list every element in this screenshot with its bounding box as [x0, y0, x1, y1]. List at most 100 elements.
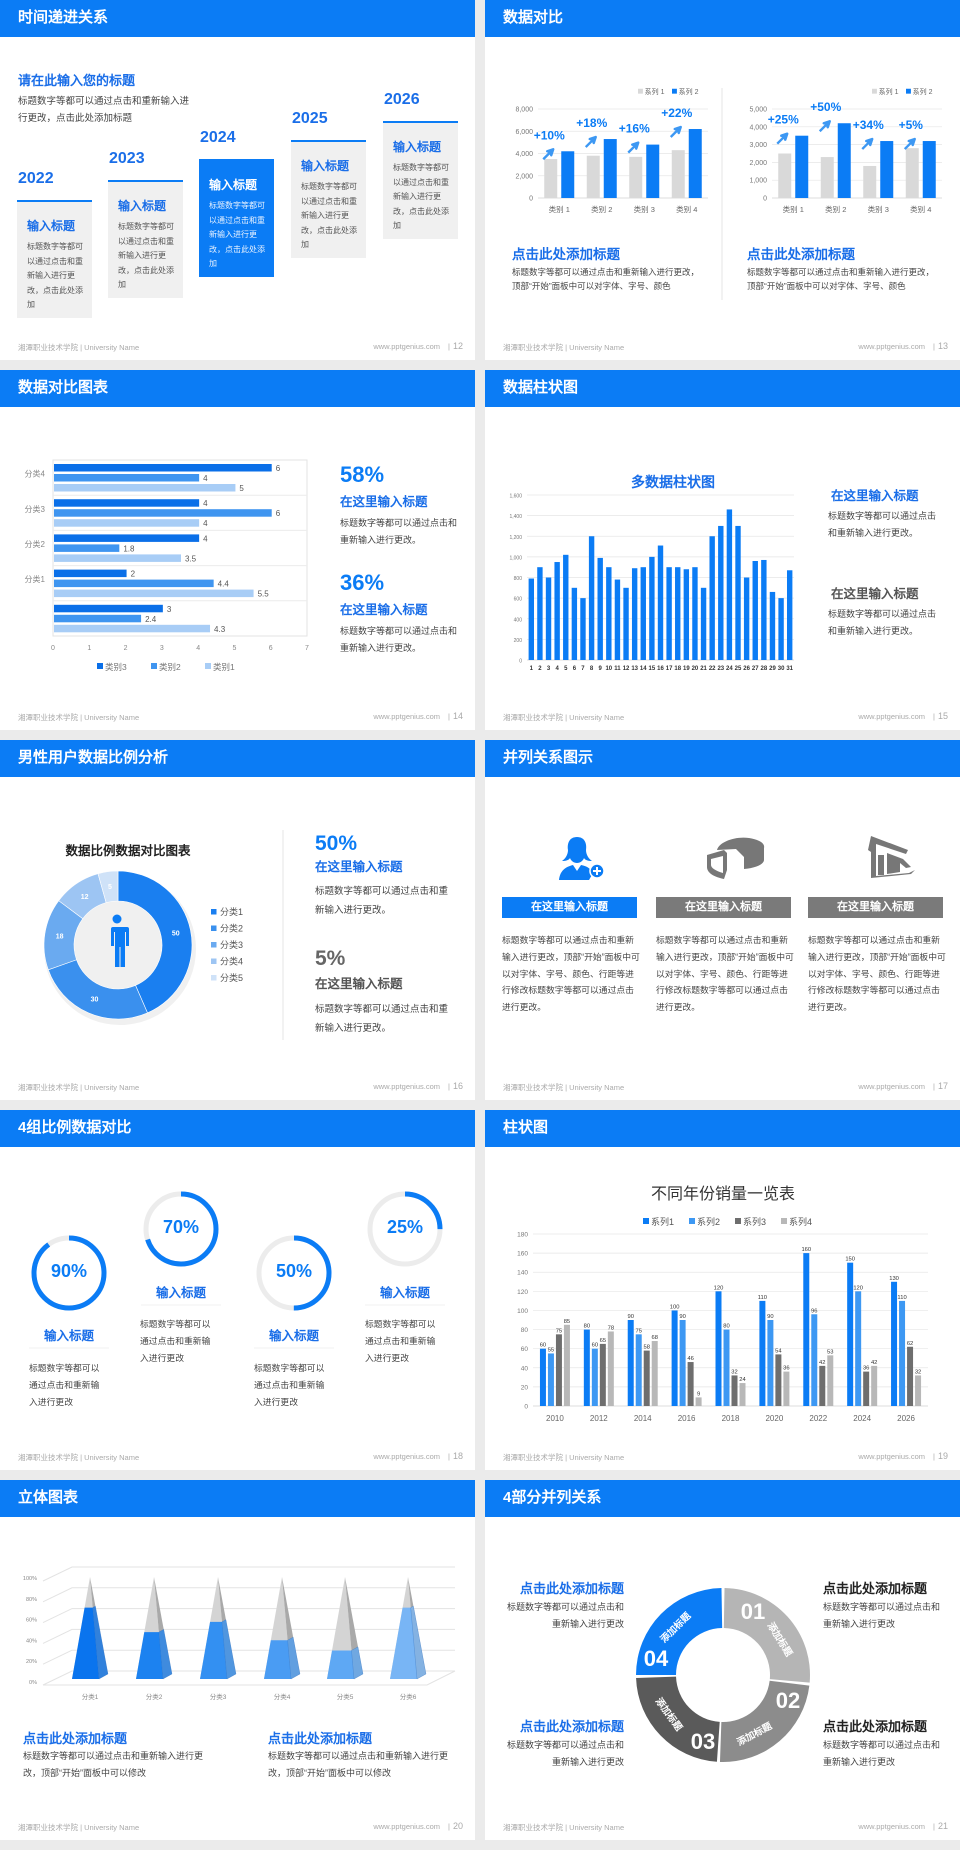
y-tick-label: 8,000 — [515, 107, 533, 114]
timeline-card[interactable]: 输入标题 标题数字等都可以通过点击和重新输入进行更改，点击此处添加 — [291, 140, 366, 258]
column-title-box[interactable]: 在这里输入标题 — [502, 897, 637, 918]
bar — [603, 139, 617, 198]
y-tick-label: 5,000 — [749, 107, 767, 114]
legend-swatch — [211, 975, 217, 981]
bar — [597, 557, 603, 660]
pyramid-value-side — [287, 1636, 301, 1680]
bar — [586, 155, 600, 198]
x-category-label: 14 — [640, 666, 647, 672]
slide-title: 数据柱状图 — [485, 370, 960, 407]
x-category-label: 分类1 — [82, 1692, 99, 1701]
column-title-box[interactable]: 在这里输入标题 — [656, 897, 791, 918]
bar — [811, 1314, 818, 1406]
data-label: 90 — [679, 1314, 685, 1320]
footer-separator: | — [933, 1822, 935, 1831]
x-category-label: 2020 — [765, 1414, 783, 1423]
bar — [761, 559, 767, 660]
footer-org: 湘潭职业技术学院 | University Name — [503, 713, 625, 722]
stat-value: 50% — [315, 832, 358, 855]
bar — [640, 567, 646, 660]
icon-store-roof — [868, 836, 915, 878]
bar — [555, 1334, 562, 1406]
card-heading: 输入标题 — [27, 219, 76, 233]
data-label: 60 — [592, 1343, 598, 1349]
bar — [709, 536, 715, 660]
bar — [700, 587, 707, 660]
y-tick-label: 0 — [519, 659, 522, 665]
gridline — [42, 1587, 455, 1603]
x-category-label: 6 — [573, 666, 577, 672]
bar — [837, 123, 851, 198]
data-label: 2.4 — [145, 615, 157, 624]
slide-16: 男性用户数据比例分析 湘潭职业技术学院 | University Name www.… — [0, 740, 475, 1100]
data-label: 90 — [767, 1314, 773, 1320]
x-tick-label: 5 — [232, 645, 236, 652]
bar — [827, 1355, 834, 1406]
data-label: 130 — [889, 1276, 899, 1282]
legend-swatch — [735, 1218, 741, 1224]
timeline-card[interactable]: 输入标题 标题数字等都可以通过点击和重新输入进行更改，点击此处添加 — [17, 200, 92, 318]
timeline-card[interactable]: 输入标题 标题数字等都可以通过点击和重新输入进行更改，点击此处添加 — [199, 159, 274, 277]
ring-percent: 50% — [275, 1261, 313, 1281]
x-category-label: 3 — [547, 666, 551, 672]
bar — [679, 1320, 686, 1406]
x-tick-label: 4 — [196, 645, 200, 652]
chart-title: 数据比例数据对比图表 — [65, 844, 191, 858]
slice-label: 30 — [91, 997, 99, 1004]
data-label: 6 — [276, 464, 281, 473]
footer-right: www.pptgenius.com | 13 — [858, 341, 948, 351]
block-body: 标题数字等都可以通过点击和重新输入进行更改，顶部“开始”面板中可以对字体、字号、… — [747, 267, 935, 291]
y-tick-label: 2,000 — [749, 160, 767, 167]
pyramid-value-side — [158, 1629, 173, 1680]
bar — [54, 534, 200, 542]
timeline-card[interactable]: 输入标题 标题数字等都可以通过点击和重新输入进行更改，点击此处添加 — [108, 180, 183, 298]
bar — [547, 1353, 554, 1406]
footer-separator: | — [933, 712, 935, 721]
y-tick-label: 20% — [26, 1659, 37, 1665]
bar — [666, 567, 672, 660]
bar — [54, 464, 272, 472]
ring-progress — [143, 1191, 219, 1267]
stat-body: 标题数字等都可以通过点击和重新输入进行更改。 — [315, 886, 449, 916]
bar — [739, 1383, 746, 1406]
data-label: 4 — [203, 534, 208, 543]
x-category-label: 26 — [743, 666, 750, 672]
data-label: 68 — [651, 1335, 657, 1341]
arrow-up-right-icon — [542, 148, 555, 161]
bar — [606, 567, 612, 660]
bar — [695, 1397, 702, 1406]
timeline-card[interactable]: 输入标题 标题数字等都可以通过点击和重新输入进行更改，点击此处添加 — [383, 121, 458, 239]
x-category-label: 25 — [735, 666, 742, 672]
chart-title: 不同年份销量一览表 — [651, 1185, 795, 1203]
timeline-year: 2026 — [384, 91, 420, 108]
timeline-year: 2023 — [109, 150, 145, 167]
column-body: 标题数字等都可以通过点击和重新输入进行更改，顶部“开始”面板中可以对字体、字号、… — [808, 935, 946, 1013]
y-category-label: 分类3 — [25, 504, 46, 514]
data-label: 42 — [819, 1360, 825, 1366]
x-category-label: 11 — [614, 666, 621, 672]
data-label: 5 — [239, 484, 244, 493]
x-category-label: 16 — [657, 666, 664, 672]
plot-frame — [52, 459, 308, 637]
stat-body: 标题数字等都可以通过点击和重新输入进行更改。 — [340, 626, 458, 653]
ring-heading: 输入标题 — [43, 1329, 94, 1343]
chart-title: 多数据柱状图 — [631, 474, 715, 490]
growth-annotation: +16% — [619, 122, 650, 136]
column-title-box[interactable]: 在这里输入标题 — [808, 897, 943, 918]
bar — [583, 1329, 590, 1406]
footer-right: www.pptgenius.com | 18 — [373, 1451, 463, 1461]
page-number: 20 — [452, 1821, 463, 1831]
x-category-label: 18 — [674, 666, 681, 672]
y-tick-label: 800 — [514, 576, 523, 582]
growth-annotation: +34% — [853, 118, 884, 132]
icon-store-window — [887, 853, 911, 874]
data-label: 9 — [697, 1391, 700, 1397]
footer-url: www.pptgenius.com — [373, 712, 441, 721]
icon-pie-body — [717, 837, 765, 869]
legend-label: 类别2 — [159, 662, 181, 672]
pyramid-value-front — [200, 1621, 227, 1679]
footer-right: www.pptgenius.com | 19 — [858, 1451, 948, 1461]
x-category-label: 21 — [700, 666, 707, 672]
data-label: 32 — [731, 1369, 737, 1375]
footer-right: www.pptgenius.com | 17 — [858, 1081, 948, 1091]
